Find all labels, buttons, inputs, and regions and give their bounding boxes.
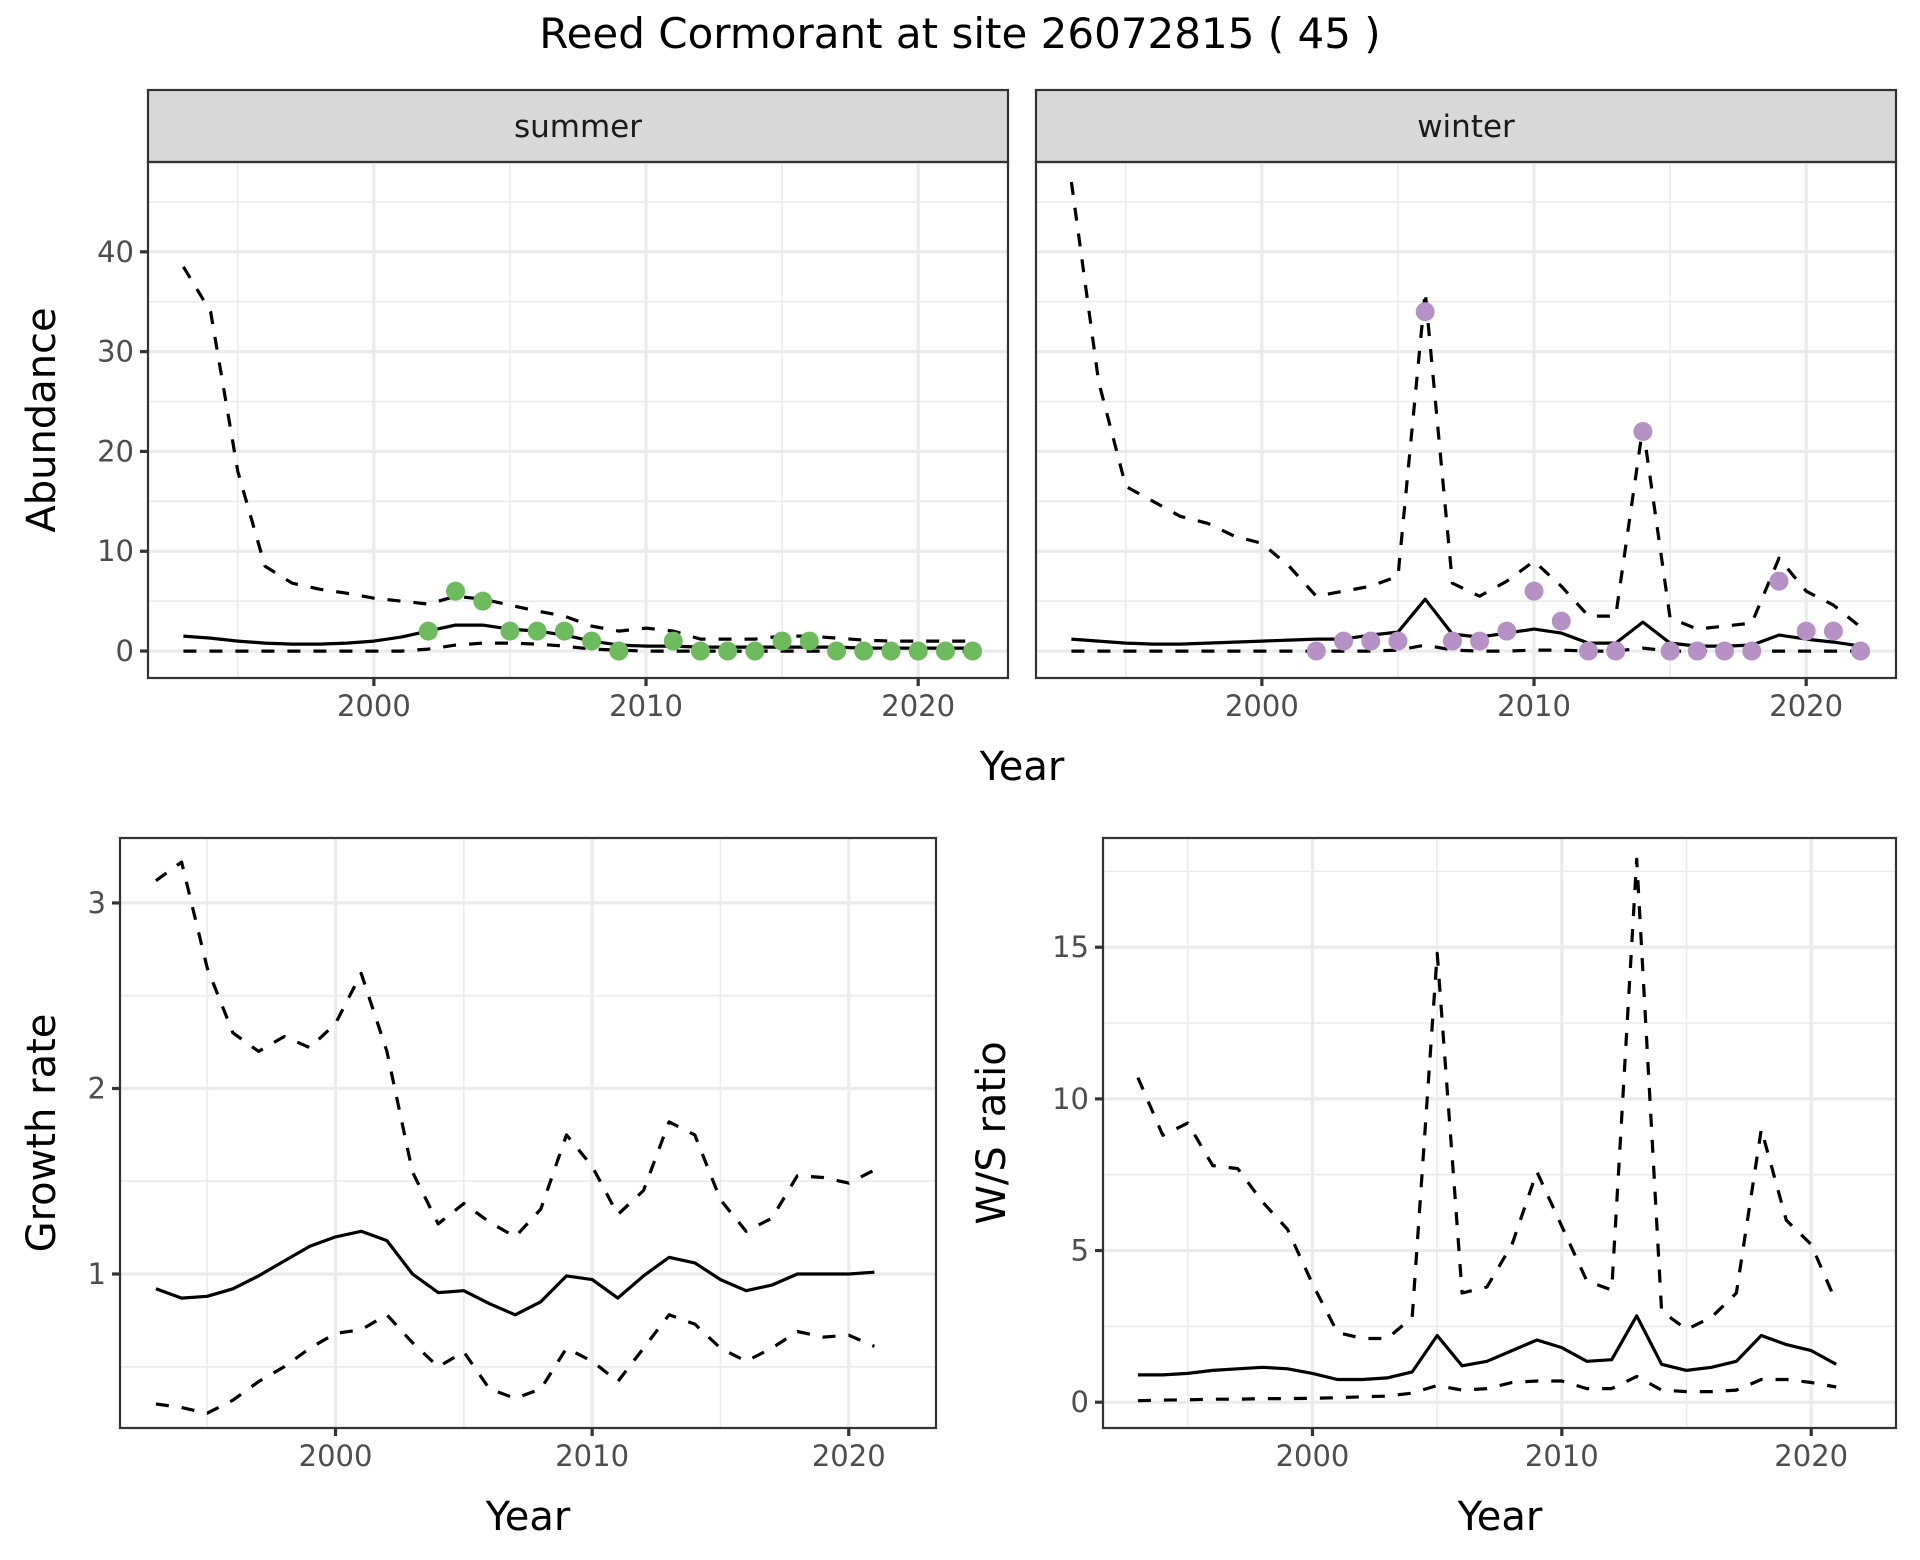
panel-border <box>1101 836 1898 1430</box>
data-point <box>881 641 901 661</box>
data-point <box>827 641 847 661</box>
data-point <box>1497 621 1517 641</box>
series-line-upper <box>182 265 973 643</box>
facet-strip-winter <box>1034 88 1898 164</box>
x-tick-label: 2010 <box>555 1439 629 1473</box>
y-tick-label: 0 <box>116 634 134 668</box>
figure-title: Reed Cormorant at site 26072815 ( 45 ) <box>539 9 1380 58</box>
x-tick-label: 2000 <box>299 1439 373 1473</box>
y-tick-label: 10 <box>97 534 134 568</box>
x-tick-label: 2010 <box>1525 1439 1599 1473</box>
data-point <box>1361 631 1381 651</box>
series-line-mean <box>1137 1314 1837 1382</box>
x-axis-title-growth-rate: Year <box>485 1494 571 1540</box>
data-point <box>1578 641 1598 661</box>
data-point <box>527 621 547 641</box>
data-point <box>1715 641 1735 661</box>
y-tick-label: 5 <box>1071 1234 1089 1268</box>
y-tick-label: 15 <box>1052 930 1089 964</box>
data-point <box>745 641 765 661</box>
facet-label-winter: winter <box>1417 109 1515 145</box>
data-point <box>1388 631 1408 651</box>
x-tick-label: 2020 <box>881 689 955 723</box>
y-tick-label: 30 <box>97 335 134 369</box>
data-point <box>663 631 683 651</box>
data-point <box>690 641 710 661</box>
y-tick-label: 3 <box>88 886 106 920</box>
x-tick-label: 2020 <box>1774 1439 1848 1473</box>
data-point <box>1415 302 1435 322</box>
data-point <box>1687 641 1707 661</box>
data-point <box>554 621 574 641</box>
data-point <box>1796 621 1816 641</box>
facet-strip-summer <box>146 88 1010 164</box>
panel-ws-ratio: 2000 2010 2020 0 5 10 15 <box>1052 836 1898 1473</box>
data-point <box>1470 631 1490 651</box>
y-tick-label: 20 <box>97 434 134 468</box>
series-line-upper <box>1069 181 1862 631</box>
x-tick-label: 2000 <box>1276 1439 1350 1473</box>
data-point <box>1442 631 1462 651</box>
data-point <box>1551 611 1571 631</box>
data-point <box>1606 641 1626 661</box>
data-point <box>582 631 602 651</box>
data-point <box>1742 641 1762 661</box>
y-tick-label: 10 <box>1052 1082 1089 1116</box>
x-axis-title-ws-ratio: Year <box>1457 1494 1543 1540</box>
data-point <box>772 631 792 651</box>
panel-abundance-summer: summer 2000 2010 2020 0 10 20 30 40 <box>97 88 1010 723</box>
x-tick-label: 2020 <box>812 1439 886 1473</box>
data-point <box>935 641 955 661</box>
panel-border <box>146 160 1010 680</box>
data-point <box>908 641 928 661</box>
data-point <box>1769 571 1789 591</box>
series-line-lower <box>1137 1374 1837 1403</box>
data-point <box>1660 641 1680 661</box>
panel-growth-rate: 2000 2010 2020 1 2 3 <box>88 836 938 1473</box>
panel-abundance-winter: winter 2000 2010 2020 <box>1034 88 1898 723</box>
y-axis-title-growth-rate: Growth rate <box>19 1014 65 1253</box>
y-axis-title-ws-ratio: W/S ratio <box>969 1041 1015 1224</box>
x-tick-label: 2000 <box>1225 689 1299 723</box>
series-line-mean <box>155 1229 875 1317</box>
x-axis-title-top: Year <box>979 744 1065 790</box>
series-line-upper <box>1136 857 1838 1341</box>
data-point <box>963 641 983 661</box>
data-point <box>473 591 493 611</box>
data-point <box>418 621 438 641</box>
panel-border <box>118 836 938 1430</box>
panel-border <box>1034 160 1898 680</box>
x-tick-label: 2000 <box>337 689 411 723</box>
y-tick-label: 0 <box>1071 1385 1089 1419</box>
data-point <box>1306 641 1326 661</box>
data-point <box>1633 421 1653 441</box>
data-point <box>609 641 629 661</box>
x-tick-label: 2010 <box>1497 689 1571 723</box>
data-point <box>1823 621 1843 641</box>
data-point <box>1524 581 1544 601</box>
series-line-lower <box>155 1313 876 1415</box>
data-point <box>718 641 738 661</box>
y-tick-label: 1 <box>88 1257 106 1291</box>
y-axis-title-abundance: Abundance <box>19 307 65 532</box>
data-point <box>854 641 874 661</box>
facet-label-summer: summer <box>514 109 642 145</box>
series-line-upper <box>154 860 876 1239</box>
x-tick-label: 2010 <box>609 689 683 723</box>
series-line-mean <box>183 623 973 650</box>
x-tick-label: 2020 <box>1769 689 1843 723</box>
data-point <box>446 581 466 601</box>
y-tick-label: 40 <box>97 235 134 269</box>
data-point <box>799 631 819 651</box>
data-point <box>1851 641 1871 661</box>
data-point <box>500 621 520 641</box>
data-point <box>1334 631 1354 651</box>
y-tick-label: 2 <box>88 1071 106 1105</box>
